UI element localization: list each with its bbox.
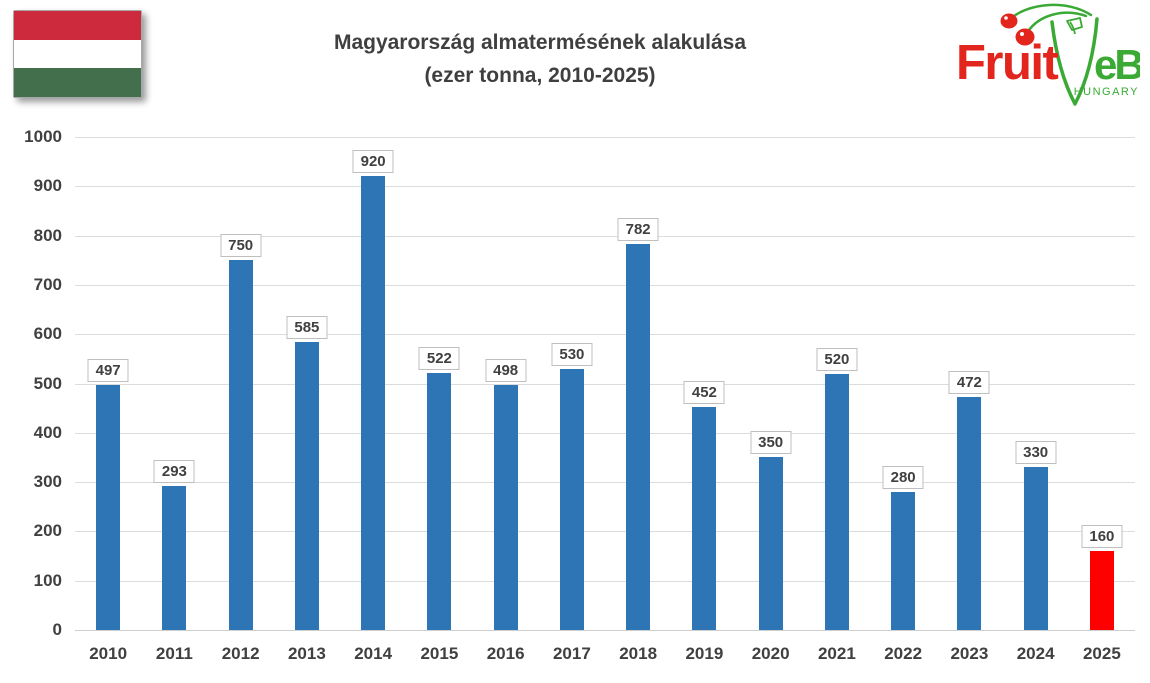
chart-title: Magyarország almatermésének alakulása bbox=[333, 31, 747, 54]
gridline-800 bbox=[75, 235, 1135, 237]
gridline-900 bbox=[75, 186, 1135, 188]
flag-stripe-white bbox=[14, 39, 141, 69]
x-axis-tick-2021: 2021 bbox=[817, 644, 856, 663]
cherry-stem-icon bbox=[1008, 3, 1093, 21]
cherry-highlight bbox=[1004, 16, 1008, 20]
y-axis-tick-900: 900 bbox=[33, 176, 62, 196]
bar-2015 bbox=[427, 372, 452, 630]
y-axis-tick-500: 500 bbox=[33, 373, 62, 393]
data-label-2011: 293 bbox=[153, 459, 195, 483]
x-axis-tick-2017: 2017 bbox=[552, 644, 591, 663]
bar-2021 bbox=[824, 373, 849, 630]
logo-fruit-text: Fruit bbox=[956, 36, 1059, 90]
data-label-2019: 452 bbox=[683, 381, 725, 405]
data-label-2023: 472 bbox=[948, 371, 990, 395]
y-axis-tick-200: 200 bbox=[33, 521, 62, 541]
data-label-2015: 522 bbox=[418, 346, 460, 370]
bar-chart-plot-area: 0 100 200 300 400 500 600 700 800 900 1000 497 2010 2… bbox=[24, 127, 1135, 663]
hungary-flag-image bbox=[13, 10, 142, 98]
data-label-2010: 497 bbox=[87, 358, 129, 382]
x-axis-tick-2019: 2019 bbox=[685, 644, 724, 663]
bar-2017 bbox=[559, 368, 584, 630]
cherry-stem-icon bbox=[1025, 11, 1088, 35]
data-label-2014: 920 bbox=[352, 150, 394, 174]
data-label-2025: 160 bbox=[1081, 525, 1123, 549]
bar-2013 bbox=[294, 341, 319, 630]
y-axis-tick-800: 800 bbox=[33, 225, 62, 245]
gridline-100 bbox=[75, 580, 1135, 582]
data-label-2016: 498 bbox=[485, 358, 527, 382]
bar-2022 bbox=[891, 491, 916, 630]
x-axis-tick-2025: 2025 bbox=[1082, 644, 1121, 663]
fruitveb-logo: Fruit eB HUNGARY bbox=[956, 3, 1140, 106]
gridline-1000 bbox=[75, 137, 1135, 138]
cherry-icon bbox=[1000, 13, 1018, 29]
gridline-0 bbox=[75, 630, 1135, 631]
x-axis-tick-2018: 2018 bbox=[619, 644, 658, 663]
data-label-2022: 280 bbox=[882, 465, 924, 489]
data-label-2017: 530 bbox=[551, 342, 593, 366]
bar-2019 bbox=[692, 407, 717, 630]
data-label-2013: 585 bbox=[286, 315, 328, 339]
x-axis-tick-2015: 2015 bbox=[420, 644, 459, 663]
v-pear-icon bbox=[1050, 17, 1099, 106]
bar-2024 bbox=[1023, 467, 1048, 630]
apple-stalk-icon bbox=[1066, 17, 1083, 35]
gridline-500 bbox=[75, 383, 1135, 385]
gridline-700 bbox=[75, 284, 1135, 286]
x-axis-tick-2022: 2022 bbox=[884, 644, 923, 663]
title-block: Magyarország almatermésének alakulása (e… bbox=[160, 26, 920, 92]
data-label-2024: 330 bbox=[1015, 441, 1057, 465]
x-axis-tick-2010: 2010 bbox=[89, 644, 128, 663]
bar-2023 bbox=[957, 397, 982, 630]
gridline-300 bbox=[75, 482, 1135, 484]
x-axis-tick-2024: 2024 bbox=[1016, 644, 1055, 663]
logo-hungary-text: HUNGARY bbox=[1074, 86, 1139, 98]
y-axis-tick-0: 0 bbox=[52, 620, 62, 639]
x-axis-tick-2012: 2012 bbox=[221, 644, 260, 663]
y-axis-tick-400: 400 bbox=[33, 422, 62, 442]
y-axis-tick-1000: 1000 bbox=[24, 127, 62, 146]
gridline-600 bbox=[75, 334, 1135, 336]
y-axis-tick-100: 100 bbox=[33, 570, 62, 590]
data-label-2020: 350 bbox=[750, 431, 792, 455]
x-axis-tick-2016: 2016 bbox=[486, 644, 525, 663]
data-label-2012: 750 bbox=[220, 234, 262, 258]
cherry-highlight bbox=[1020, 32, 1024, 36]
x-axis-tick-2013: 2013 bbox=[287, 644, 326, 663]
bar-2011 bbox=[162, 485, 187, 630]
flag-stripe-green bbox=[14, 68, 141, 98]
logo-eb-text: eB bbox=[1094, 41, 1140, 88]
bar-2014 bbox=[361, 176, 386, 630]
gridline-400 bbox=[75, 432, 1135, 434]
y-axis-tick-700: 700 bbox=[33, 274, 62, 294]
bar-2025 bbox=[1089, 551, 1114, 630]
y-axis-tick-600: 600 bbox=[33, 324, 62, 344]
bar-2018 bbox=[626, 244, 651, 630]
x-axis-tick-2020: 2020 bbox=[751, 644, 790, 663]
x-axis-tick-2014: 2014 bbox=[354, 644, 393, 663]
chart-subtitle: (ezer tonna, 2010-2025) bbox=[424, 64, 656, 87]
cherry-icon bbox=[1015, 28, 1035, 46]
data-label-2021: 520 bbox=[816, 347, 858, 371]
bar-2012 bbox=[228, 260, 253, 630]
y-axis-tick-300: 300 bbox=[33, 472, 62, 492]
bar-2016 bbox=[493, 384, 518, 630]
x-axis-tick-2011: 2011 bbox=[155, 644, 193, 663]
data-label-2018: 782 bbox=[617, 218, 659, 242]
bar-2020 bbox=[758, 457, 783, 630]
gridline-200 bbox=[75, 531, 1135, 533]
flag-stripe-red bbox=[14, 11, 141, 40]
x-axis-tick-2023: 2023 bbox=[950, 644, 989, 663]
bar-2010 bbox=[96, 384, 121, 630]
